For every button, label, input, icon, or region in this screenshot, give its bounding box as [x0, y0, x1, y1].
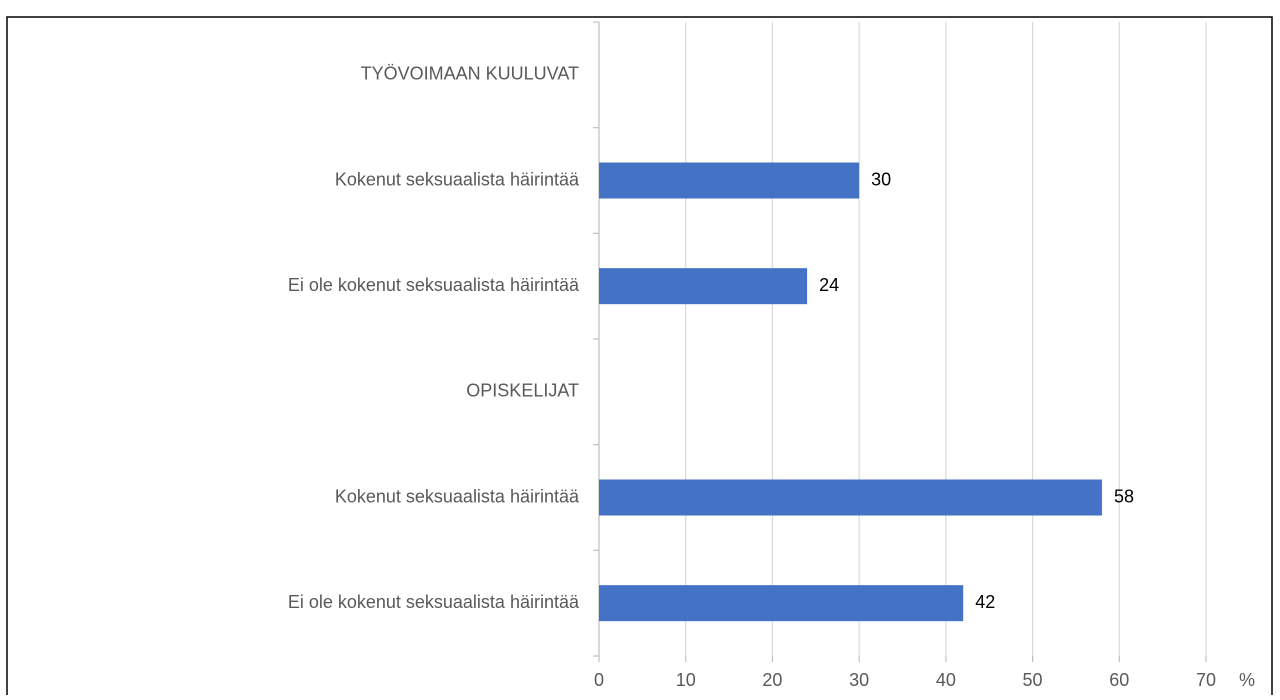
x-tick-label: 0 — [594, 670, 604, 690]
y-tick-label: Ei ole kokenut seksuaalista häirintää — [288, 592, 580, 612]
x-tick-label: 50 — [1023, 670, 1043, 690]
bar — [599, 268, 808, 305]
bar — [599, 162, 860, 199]
x-axis-label: % — [1239, 670, 1255, 690]
data-label: 24 — [819, 275, 839, 295]
y-tick-label: Kokenut seksuaalista häirintää — [335, 486, 580, 506]
y-tick-label: Ei ole kokenut seksuaalista häirintää — [288, 275, 580, 295]
x-tick-label: 70 — [1196, 670, 1216, 690]
x-tick-label: 60 — [1109, 670, 1129, 690]
x-tick-label: 40 — [936, 670, 956, 690]
data-label: 30 — [871, 169, 891, 189]
y-tick-label: Kokenut seksuaalista häirintää — [335, 169, 580, 189]
x-tick-label: 10 — [676, 670, 696, 690]
y-tick-label: TYÖVOIMAAN KUULUVAT — [361, 64, 579, 84]
y-tick-label: OPISKELIJAT — [466, 381, 579, 401]
bar — [599, 585, 964, 622]
data-label: 42 — [975, 592, 995, 612]
bar — [599, 479, 1102, 516]
x-tick-label: 20 — [762, 670, 782, 690]
data-label: 58 — [1114, 486, 1134, 506]
x-tick-label: 30 — [849, 670, 869, 690]
